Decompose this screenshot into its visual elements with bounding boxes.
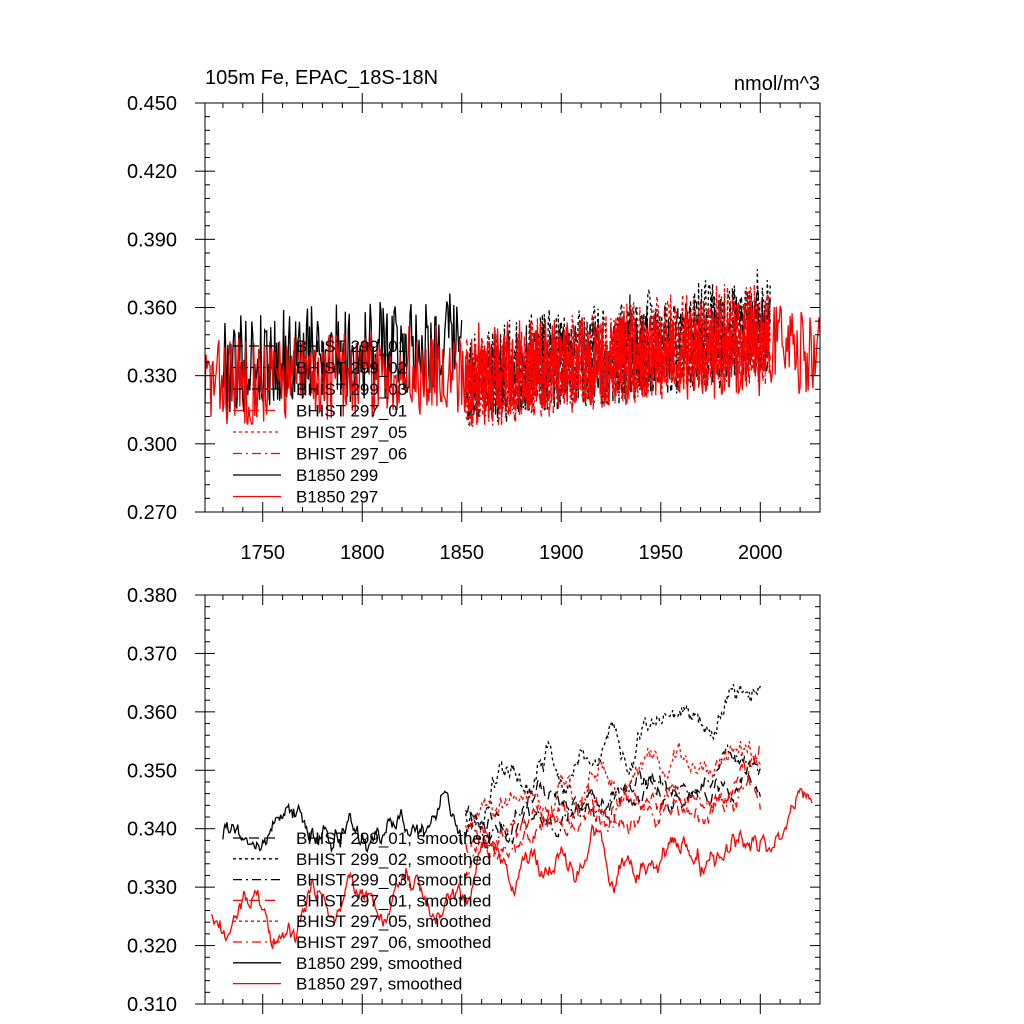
- legend-label: B1850 299: [296, 466, 378, 485]
- series-line-bhist-299-02: [465, 269, 771, 418]
- legend-label: BHIST 299_03: [296, 380, 407, 399]
- legend-label: BHIST 299_02, smoothed: [296, 850, 491, 869]
- y-tick-label: 0.310: [127, 994, 177, 1016]
- series-line-bhist-299-03-smoothed: [465, 744, 761, 852]
- series-line-bhist-297-05-smoothed: [465, 740, 761, 832]
- axes-layer: 0.270 0.300 0.330 0.360 0.390 0.420 0.450 1750 1…: [127, 93, 820, 564]
- legend-label: BHIST 297_06, smoothed: [296, 933, 491, 952]
- axes-layer: 0.310 0.320 0.330 0.340 0.350 0.360 0.370 0.380: [127, 585, 820, 1016]
- x-tick-label: 1750: [240, 542, 285, 564]
- y-tick-label: 0.340: [127, 819, 177, 841]
- y-tick-label: 0.420: [127, 161, 177, 183]
- y-tick-label: 0.350: [127, 760, 177, 782]
- legend-label: BHIST 297_01, smoothed: [296, 891, 491, 910]
- series-line-b1850-297: [204, 305, 821, 425]
- x-tick-label: 1900: [539, 542, 584, 564]
- legend-label: B1850 297: [296, 488, 378, 507]
- y-tick-label: 0.360: [127, 702, 177, 724]
- bottom-panel: 0.310 0.320 0.330 0.340 0.350 0.360 0.370 0.380…: [127, 585, 821, 1016]
- top-panel: 105m Fe, EPAC_18S-18N nmol/m^3 0.270 0.30…: [127, 67, 821, 564]
- series-layer: [210, 684, 813, 951]
- series-line-bhist-299-01-smoothed: [465, 766, 761, 845]
- legend-label: B1850 299, smoothed: [296, 954, 462, 973]
- chart-units: nmol/m^3: [734, 73, 820, 95]
- legend-label: BHIST 297_05: [296, 423, 407, 442]
- series-line-bhist-299-02-smoothed: [465, 684, 761, 830]
- y-tick-label: 0.450: [127, 93, 177, 115]
- legend-label: BHIST 299_03, smoothed: [296, 871, 491, 890]
- legend-label: BHIST 299_02: [296, 359, 407, 378]
- series-layer: [204, 269, 821, 428]
- legend-label: BHIST 299_01, smoothed: [296, 829, 491, 848]
- legend-label: BHIST 297_01: [296, 402, 407, 421]
- series-line-bhist-297-06: [465, 299, 771, 428]
- plot-frame: [204, 594, 821, 1005]
- y-tick-label: 0.300: [127, 434, 177, 456]
- series-line-b1850-297-smoothed: [210, 787, 813, 951]
- x-tick-label: 2000: [738, 542, 783, 564]
- legend-label: BHIST 297_06: [296, 445, 407, 464]
- legend-label: B1850 297, smoothed: [296, 975, 462, 994]
- x-tick-label: 1800: [340, 542, 385, 564]
- legend-label: BHIST 299_01: [296, 337, 407, 356]
- x-tick-label: 1850: [439, 542, 484, 564]
- x-tick-label: 1950: [639, 542, 684, 564]
- chart-title: 105m Fe, EPAC_18S-18N: [205, 67, 438, 89]
- y-tick-label: 0.330: [127, 877, 177, 899]
- legend: BHIST 299_01, smoothed BHIST 299_02, smoo…: [233, 829, 491, 994]
- legend-label: BHIST 297_05, smoothed: [296, 912, 491, 931]
- y-tick-label: 0.390: [127, 229, 177, 251]
- y-tick-label: 0.370: [127, 643, 177, 665]
- series-line-bhist-297-06-smoothed: [465, 743, 761, 878]
- legend: BHIST 299_01 BHIST 299_02 BHIST 299_03 BHIS…: [233, 337, 407, 507]
- y-tick-label: 0.380: [127, 585, 177, 607]
- y-tick-label: 0.320: [127, 936, 177, 958]
- y-tick-label: 0.330: [127, 366, 177, 388]
- series-line-b1850-299-smoothed: [222, 790, 463, 854]
- y-tick-label: 0.270: [127, 502, 177, 524]
- y-tick-label: 0.360: [127, 298, 177, 320]
- series-line-bhist-297-05: [465, 284, 771, 426]
